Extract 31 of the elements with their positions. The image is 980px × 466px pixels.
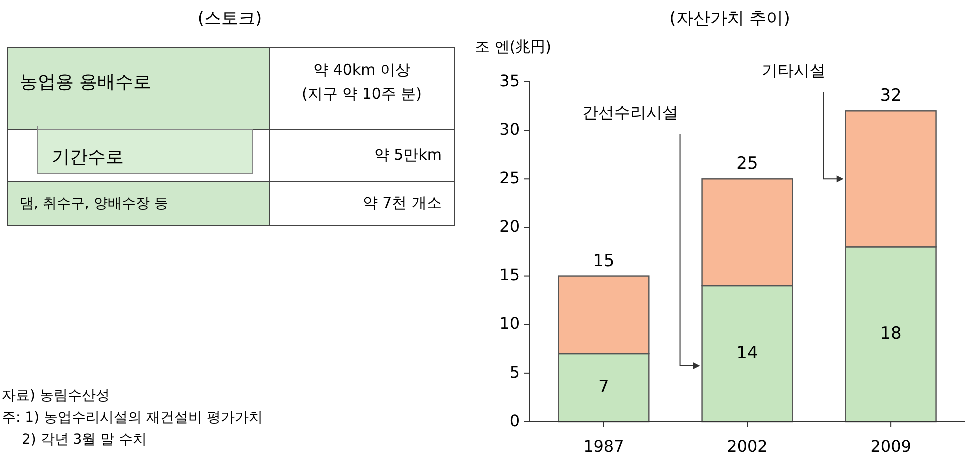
x-tick-label: 2009 [870, 437, 912, 456]
data-label: 14 [736, 344, 758, 364]
data-label: 18 [880, 324, 902, 344]
y-tick-label: 0 [510, 411, 520, 430]
total-label: 25 [736, 154, 758, 174]
y-tick-label: 10 [500, 314, 520, 334]
text: 2) 각년 3월 말 수치 [22, 432, 148, 448]
text: 약 7천 개소 [362, 194, 442, 212]
category-label: 댐, 취수구, 양배수장 등 [20, 196, 168, 212]
y-tick-label: 5 [510, 362, 520, 382]
total-label: 32 [880, 86, 902, 106]
y-tick-label: 20 [500, 217, 520, 236]
y-axis-title: 조 엔(兆円) [475, 38, 552, 56]
text: 주: 1) 농업수리시설의 재건설비 평가가치 [2, 410, 263, 426]
text: 약 40km 이상 (지구 약 10주 분) [302, 61, 422, 104]
text: 기타시설 [762, 61, 826, 80]
y-tick-label: 15 [500, 266, 520, 285]
text: (스토크) [198, 9, 262, 29]
y-tick-label: 30 [500, 120, 520, 139]
data-label: 7 [598, 378, 610, 398]
total-label: 15 [593, 251, 615, 272]
category-label: 기간수로 [52, 146, 124, 168]
x-tick-label: 2002 [727, 437, 768, 456]
text: 자료) 농림수산성 [2, 388, 110, 404]
text: 약 5만km [374, 146, 442, 164]
chart-title: (자산가치 추이) [670, 9, 790, 29]
x-tick-label: 1987 [584, 437, 624, 456]
y-tick-label: 35 [500, 71, 520, 90]
text: 간선수리시설 [582, 103, 678, 122]
y-tick-label: 25 [500, 168, 520, 188]
category-label: 농업용 용배수로 [20, 72, 152, 93]
